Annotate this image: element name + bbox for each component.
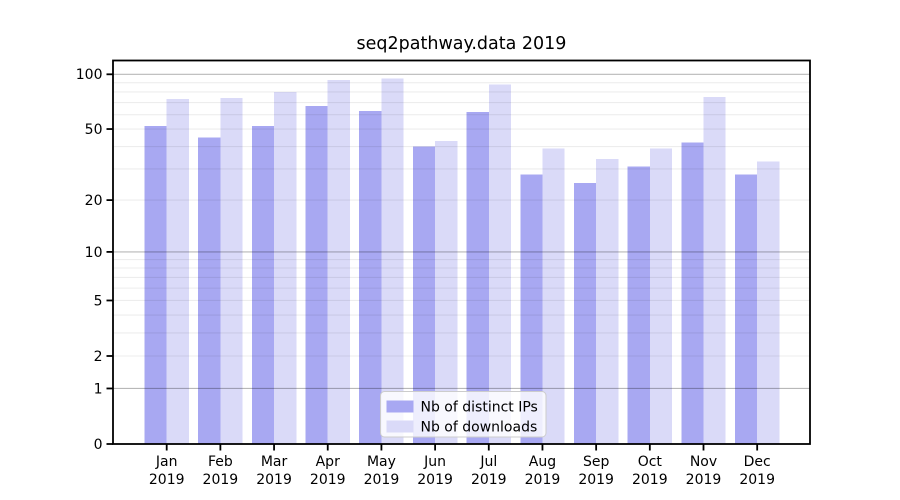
x-tick-label-month: Jan — [155, 454, 178, 470]
x-tick-label-year: 2019 — [310, 472, 346, 488]
bar-ips-nov — [681, 142, 704, 444]
bar-ips-oct — [627, 166, 650, 444]
bar-downloads-jul — [488, 84, 511, 445]
bar-ips-apr — [305, 105, 328, 445]
bar-downloads-oct — [649, 148, 673, 444]
y-tick-label: 20 — [85, 193, 103, 209]
x-tick-label-month: Aug — [529, 454, 556, 470]
chart-title: seq2pathway.data 2019 — [356, 34, 567, 54]
bar-downloads-feb — [220, 98, 243, 444]
x-tick-label-month: May — [367, 454, 396, 470]
x-tick-label-month: Feb — [208, 454, 233, 470]
bar-ips-sep — [573, 183, 597, 444]
bar-ips-dec — [734, 174, 758, 444]
legend-swatch-downloads — [386, 420, 414, 433]
bar-downloads-apr — [327, 80, 350, 445]
x-tick-label-year: 2019 — [417, 472, 453, 488]
bar-downloads-may — [381, 78, 404, 445]
bar-ips-aug — [520, 174, 543, 444]
x-tick-label-year: 2019 — [203, 472, 239, 488]
y-tick-label: 100 — [76, 67, 103, 83]
x-tick-label-year: 2019 — [471, 472, 507, 488]
bar-downloads-jan — [166, 99, 189, 444]
x-tick-label-year: 2019 — [149, 472, 185, 488]
bar-downloads-aug — [542, 148, 565, 444]
x-tick-label-year: 2019 — [578, 472, 614, 488]
x-tick-label-month: Dec — [744, 454, 771, 470]
y-tick-label: 0 — [94, 437, 103, 453]
x-tick-label-year: 2019 — [525, 472, 561, 488]
x-tick-label-year: 2019 — [632, 472, 668, 488]
legend-label: Nb of downloads — [421, 420, 538, 436]
x-tick-label-month: Apr — [316, 454, 340, 470]
x-tick-label-year: 2019 — [739, 472, 775, 488]
x-tick-label-year: 2019 — [256, 472, 292, 488]
bar-ips-jan — [144, 125, 167, 444]
x-tick-label-year: 2019 — [686, 472, 722, 488]
bar-downloads-sep — [596, 159, 619, 444]
bar-downloads-jun — [435, 140, 458, 445]
legend-swatch-ips — [386, 400, 414, 413]
y-tick-label: 10 — [85, 245, 103, 261]
x-tick-label-month: Mar — [261, 454, 288, 470]
bar-downloads-nov — [703, 97, 726, 444]
legend-label: Nb of distinct IPs — [421, 400, 538, 416]
bar-downloads-dec — [757, 161, 780, 444]
y-tick-label: 50 — [85, 122, 103, 138]
bar-downloads-mar — [274, 91, 297, 444]
y-tick-label: 5 — [94, 293, 103, 309]
legend-box — [380, 391, 547, 438]
bar-ips-may — [359, 110, 382, 444]
x-tick-label-month: Sep — [583, 454, 610, 470]
x-tick-label-month: Jul — [479, 454, 497, 470]
y-tick-label: 2 — [94, 349, 103, 365]
x-tick-label-month: Nov — [690, 454, 717, 470]
bar-ips-jun — [412, 146, 436, 444]
y-tick-label: 1 — [94, 381, 103, 397]
bar-ips-mar — [251, 125, 275, 444]
bar-ips-jul — [466, 112, 489, 445]
x-tick-label-month: Oct — [638, 454, 663, 470]
bar-ips-feb — [198, 137, 221, 445]
x-tick-label-year: 2019 — [364, 472, 400, 488]
x-tick-label-month: Jun — [423, 454, 446, 470]
